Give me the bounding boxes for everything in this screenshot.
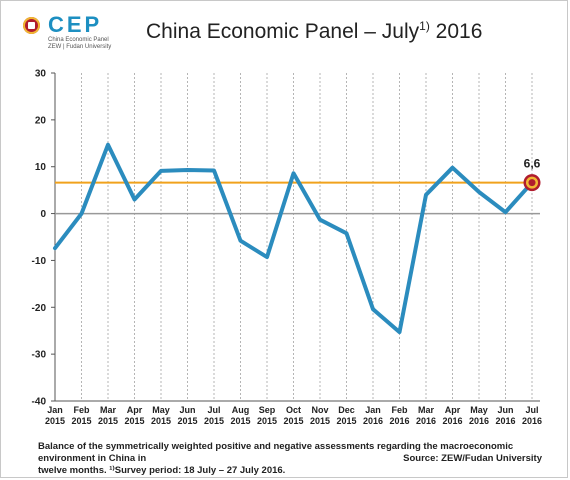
y-tick-label: 20 bbox=[35, 115, 47, 126]
x-tick-label-year: 2015 bbox=[230, 416, 250, 426]
x-tick-label-year: 2016 bbox=[363, 416, 383, 426]
x-tick-label-year: 2016 bbox=[469, 416, 489, 426]
y-tick-label: -20 bbox=[32, 303, 47, 314]
x-tick-label-year: 2015 bbox=[283, 416, 303, 426]
x-tick-label-month: Jun bbox=[179, 405, 195, 415]
x-tick-label-year: 2015 bbox=[257, 416, 277, 426]
cep-logo: CEP China Economic Panel ZEW | Fudan Uni… bbox=[20, 12, 130, 50]
x-tick-label-month: Jan bbox=[365, 405, 381, 415]
last-value-label: 6,6 bbox=[524, 157, 541, 171]
x-tick-label-month: Apr bbox=[445, 405, 461, 415]
x-tick-label-month: Jun bbox=[497, 405, 513, 415]
x-tick-label-month: Feb bbox=[73, 405, 90, 415]
x-tick-label-year: 2015 bbox=[151, 416, 171, 426]
title-footnote-mark: 1) bbox=[419, 19, 430, 33]
x-tick-label-year: 2015 bbox=[98, 416, 118, 426]
title-year: 2016 bbox=[429, 20, 483, 43]
y-tick-label: 10 bbox=[35, 162, 47, 173]
x-tick-label-month: Feb bbox=[391, 405, 408, 415]
x-tick-label-year: 2015 bbox=[336, 416, 356, 426]
x-tick-label-month: Mar bbox=[418, 405, 435, 415]
x-tick-label-month: Jul bbox=[525, 405, 538, 415]
y-tick-label: -30 bbox=[32, 350, 47, 361]
x-tick-label-year: 2016 bbox=[416, 416, 436, 426]
series-line bbox=[53, 142, 534, 335]
x-tick-label-year: 2016 bbox=[522, 416, 542, 426]
x-tick-label-month: Nov bbox=[311, 405, 328, 415]
x-tick-label-year: 2015 bbox=[45, 416, 65, 426]
x-tick-label-year: 2015 bbox=[204, 416, 224, 426]
logo-subtitle-line1: China Economic Panel bbox=[48, 37, 109, 43]
x-tick-label-year: 2016 bbox=[389, 416, 409, 426]
chart-footnote: Balance of the symmetrically weighted po… bbox=[38, 441, 543, 477]
footnote-line1: Balance of the symmetrically weighted po… bbox=[38, 441, 514, 464]
y-tick-label: 30 bbox=[35, 69, 47, 80]
x-tick-label-year: 2015 bbox=[124, 416, 144, 426]
source-note: Source: ZEW/Fudan University bbox=[403, 453, 542, 464]
x-tick-label-month: Aug bbox=[232, 405, 250, 415]
logo-subtitle-line2: ZEW | Fudan University bbox=[48, 44, 112, 50]
chart-title: China Economic Panel – July1) 2016 bbox=[146, 19, 482, 44]
y-tick-label: -10 bbox=[32, 256, 47, 267]
x-tick-label-year: 2016 bbox=[495, 416, 515, 426]
title-text: China Economic Panel – July bbox=[146, 20, 420, 43]
x-tick-label-year: 2015 bbox=[310, 416, 330, 426]
x-tick-label-year: 2015 bbox=[71, 416, 91, 426]
logo-emblem-icon bbox=[23, 17, 40, 34]
x-tick-label-month: May bbox=[470, 405, 488, 415]
x-tick-label-month: Dec bbox=[338, 405, 355, 415]
logo-wordmark: CEP bbox=[48, 12, 103, 37]
x-tick-label-year: 2015 bbox=[177, 416, 197, 426]
x-tick-label-year: 2016 bbox=[442, 416, 462, 426]
x-tick-label-month: Mar bbox=[100, 405, 117, 415]
y-tick-label: -40 bbox=[32, 397, 47, 408]
x-tick-label-month: Apr bbox=[127, 405, 143, 415]
x-tick-label-month: Oct bbox=[286, 405, 301, 415]
x-tick-label-month: Jul bbox=[207, 405, 220, 415]
x-tick-label-month: May bbox=[152, 405, 170, 415]
x-tick-label-month: Jan bbox=[47, 405, 63, 415]
footnote-line2: twelve months. ¹⁾Survey period: 18 July … bbox=[38, 465, 286, 476]
y-tick-label: 0 bbox=[40, 209, 46, 220]
x-tick-label-month: Sep bbox=[259, 405, 276, 415]
last-value-marker-core bbox=[528, 179, 536, 187]
